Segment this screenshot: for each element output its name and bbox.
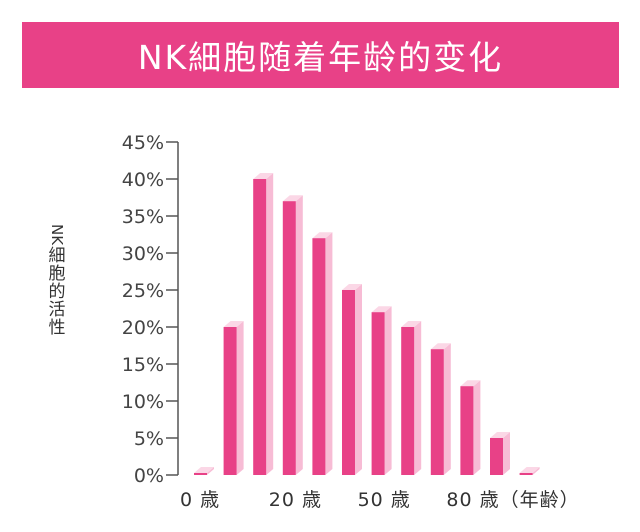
bar (312, 238, 326, 475)
y-tick-label: 45% (122, 132, 164, 154)
bar (490, 438, 503, 475)
y-tick-label: 15% (122, 354, 164, 376)
bar-top (282, 195, 303, 202)
y-axis-label-char: 的 (48, 282, 66, 303)
y-axis-label: NK 細胞的活性 (44, 224, 70, 337)
y-tick-label: 30% (122, 243, 164, 265)
bar (371, 312, 385, 475)
bar (430, 349, 444, 475)
y-tick-label: 10% (122, 391, 164, 413)
bar-top (519, 467, 540, 473)
bar-side (414, 321, 422, 475)
bar (401, 327, 415, 475)
y-tick-label: 0% (134, 465, 164, 487)
bar-side (207, 467, 214, 475)
bar (194, 473, 207, 475)
bar-side (295, 195, 303, 475)
bar-side (532, 467, 540, 475)
bar (342, 290, 355, 475)
y-tick-label: 5% (134, 428, 164, 450)
bar-side (503, 432, 510, 475)
bar-top (194, 467, 214, 473)
bar-top (253, 173, 274, 179)
y-axis-label-char: 胞 (48, 264, 66, 285)
y-tick-label: 35% (122, 206, 164, 228)
y-axis-label-char: 細 (48, 246, 66, 267)
y-axis-label-char: 性 (48, 318, 66, 339)
bar-side (266, 173, 274, 475)
bar-side (236, 321, 244, 475)
y-tick-label: 40% (122, 169, 164, 191)
x-tick-label: 80 歳（年齢） (446, 489, 579, 511)
bar-side (473, 380, 481, 475)
title-banner: NK細胞随着年龄的变化 (22, 22, 619, 88)
bar (223, 327, 237, 475)
bar-side (325, 232, 333, 475)
bar-top (312, 232, 333, 239)
bar-top (223, 321, 244, 327)
bar-side (443, 343, 451, 475)
y-tick-label: 25% (122, 280, 164, 302)
bar-top (430, 343, 451, 350)
bar (282, 201, 296, 475)
bar-top (342, 284, 362, 290)
bar-side (355, 284, 362, 475)
bar-top (490, 432, 510, 438)
bar (253, 179, 267, 475)
bar (519, 473, 533, 475)
bar-top (401, 321, 422, 327)
x-tick-label: 0 歳 (180, 489, 220, 511)
bar-top (371, 306, 392, 313)
chart-title: NK細胞随着年龄的变化 (137, 38, 504, 77)
x-tick-label: 20 歳 (269, 489, 322, 511)
y-axis-label-char: 活 (48, 300, 66, 321)
y-tick-label: 20% (122, 317, 164, 339)
bar-top (460, 380, 481, 387)
bar-side (384, 306, 392, 475)
x-tick-label: 50 歳 (358, 489, 411, 511)
y-axis-label-char: NK (48, 224, 66, 246)
bar (460, 386, 474, 475)
